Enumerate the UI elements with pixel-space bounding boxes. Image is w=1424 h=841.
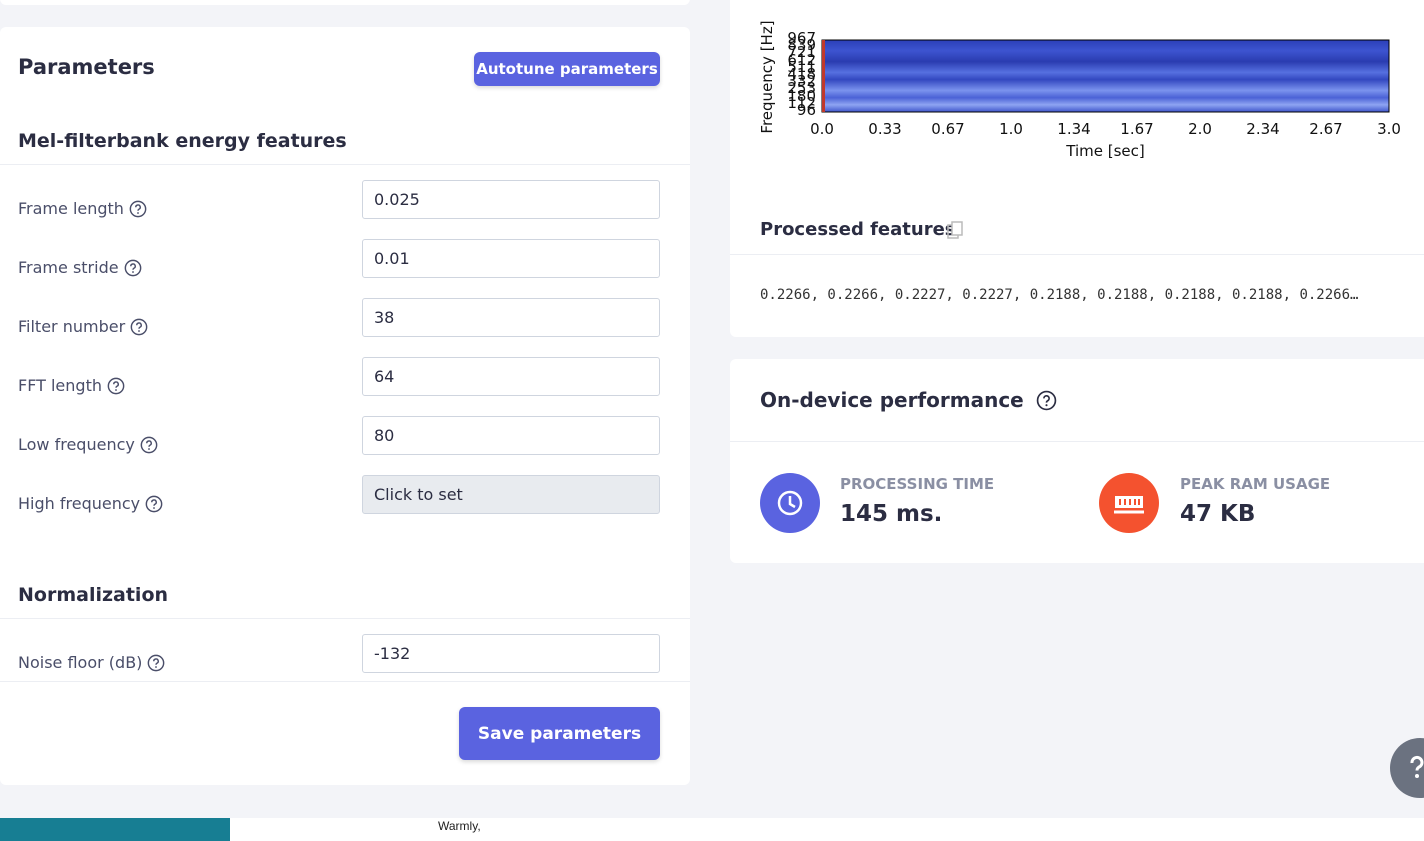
features-card: Processed features 0.2266, 0.2266, 0.222… xyxy=(730,0,1424,337)
section-title: Normalization xyxy=(18,584,169,606)
divider xyxy=(0,164,690,165)
top-card xyxy=(0,0,690,5)
divider xyxy=(730,254,1424,255)
y-tick-label: 612 xyxy=(787,50,816,69)
divider xyxy=(0,618,690,619)
taskbar-document xyxy=(230,818,1424,841)
y-tick-label: 511 xyxy=(787,57,816,76)
help-icon[interactable] xyxy=(130,318,148,336)
field-label: Filter number xyxy=(18,317,148,336)
help-icon[interactable] xyxy=(129,200,147,218)
x-tick-label: 0.0 xyxy=(810,120,834,138)
y-tick-label: 96 xyxy=(796,101,816,119)
x-tick-label: 0.67 xyxy=(931,120,965,138)
features-text: 0.2266, 0.2266, 0.2227, 0.2227, 0.2188, … xyxy=(760,287,1359,303)
taskbar-window xyxy=(0,818,230,841)
help-icon[interactable] xyxy=(145,495,163,513)
parameters-card: Parameters Autotune parameters Mel-filte… xyxy=(0,27,690,785)
spectrogram xyxy=(821,39,1390,113)
performance-header: On-device performance xyxy=(760,388,1057,412)
performance-card: On-device performance PROCESSING TIME 145… xyxy=(730,359,1424,563)
field-input[interactable]: 0.01 xyxy=(362,239,660,278)
field-label: Noise floor (dB) xyxy=(18,653,165,672)
field-label: Frame length xyxy=(18,199,147,218)
label-text: Noise floor (dB) xyxy=(18,653,143,672)
help-icon[interactable] xyxy=(1036,390,1057,411)
field-input[interactable]: 38 xyxy=(362,298,660,337)
y-tick-label: 721 xyxy=(787,43,816,62)
metric-value: 145 ms. xyxy=(840,501,943,527)
help-bubble[interactable] xyxy=(1390,738,1424,798)
y-tick-label: 839 xyxy=(787,36,816,55)
title: Parameters xyxy=(18,55,155,79)
x-tick-label: 1.34 xyxy=(1057,120,1091,138)
x-tick-label: 0.33 xyxy=(868,120,902,138)
y-tick-label: 253 xyxy=(787,79,816,98)
y-tick-label: 418 xyxy=(787,65,816,83)
save-button[interactable]: Save parameters xyxy=(459,707,660,760)
performance-title: On-device performance xyxy=(760,388,1024,412)
y-tick-label: 112 xyxy=(787,93,816,112)
label-text: Low frequency xyxy=(18,435,135,454)
label-text: Frame stride xyxy=(18,258,119,277)
field-input[interactable]: 64 xyxy=(362,357,660,396)
divider xyxy=(0,681,690,682)
y-tick-label: 967 xyxy=(787,29,816,47)
metric-value: 47 KB xyxy=(1180,501,1256,527)
field-label: FFT length xyxy=(18,376,125,395)
x-tick-label: 1.0 xyxy=(999,120,1023,138)
taskbar: Warmly, xyxy=(0,818,1424,841)
processed-title: Processed features xyxy=(760,219,956,240)
label-text: Frame length xyxy=(18,199,124,218)
field-input[interactable]: -132 xyxy=(362,634,660,673)
ram-icon xyxy=(1099,473,1159,533)
help-icon[interactable] xyxy=(147,654,165,672)
divider xyxy=(730,441,1424,442)
y-tick-label: 180 xyxy=(787,86,816,105)
field-label: Low frequency xyxy=(18,435,158,454)
copy-icon[interactable] xyxy=(947,221,963,239)
label-text: High frequency xyxy=(18,494,141,513)
taskbar-text: Warmly, xyxy=(438,819,481,833)
label-text: FFT length xyxy=(18,376,102,395)
metric-label: PEAK RAM USAGE xyxy=(1180,475,1331,493)
field-input[interactable]: 0.025 xyxy=(362,180,660,219)
help-icon[interactable] xyxy=(107,377,125,395)
help-icon[interactable] xyxy=(124,259,142,277)
x-tick-label: 3.0 xyxy=(1377,120,1401,138)
label-text: Filter number xyxy=(18,317,126,336)
field-label: Frame stride xyxy=(18,258,142,277)
x-tick-label: 2.34 xyxy=(1246,120,1280,138)
x-tick-label: 1.67 xyxy=(1120,120,1154,138)
field-input[interactable]: 80 xyxy=(362,416,660,455)
x-axis-label: Time [sec] xyxy=(1066,142,1145,160)
field-label: High frequency xyxy=(18,494,163,513)
clock-icon xyxy=(760,473,820,533)
x-tick-label: 2.67 xyxy=(1309,120,1343,138)
metric-label: PROCESSING TIME xyxy=(840,475,995,493)
field-input[interactable]: Click to set xyxy=(362,475,660,514)
help-icon[interactable] xyxy=(140,436,158,454)
y-tick-label: 332 xyxy=(787,72,816,91)
spectrogram-edge xyxy=(822,40,825,112)
spectrogram-image xyxy=(821,39,1390,113)
autotune-button[interactable]: Autotune parameters xyxy=(474,52,660,86)
y-axis-label: Frequency [Hz] xyxy=(758,20,776,134)
x-tick-label: 2.0 xyxy=(1188,120,1212,138)
section-title: Mel-filterbank energy features xyxy=(18,130,347,152)
